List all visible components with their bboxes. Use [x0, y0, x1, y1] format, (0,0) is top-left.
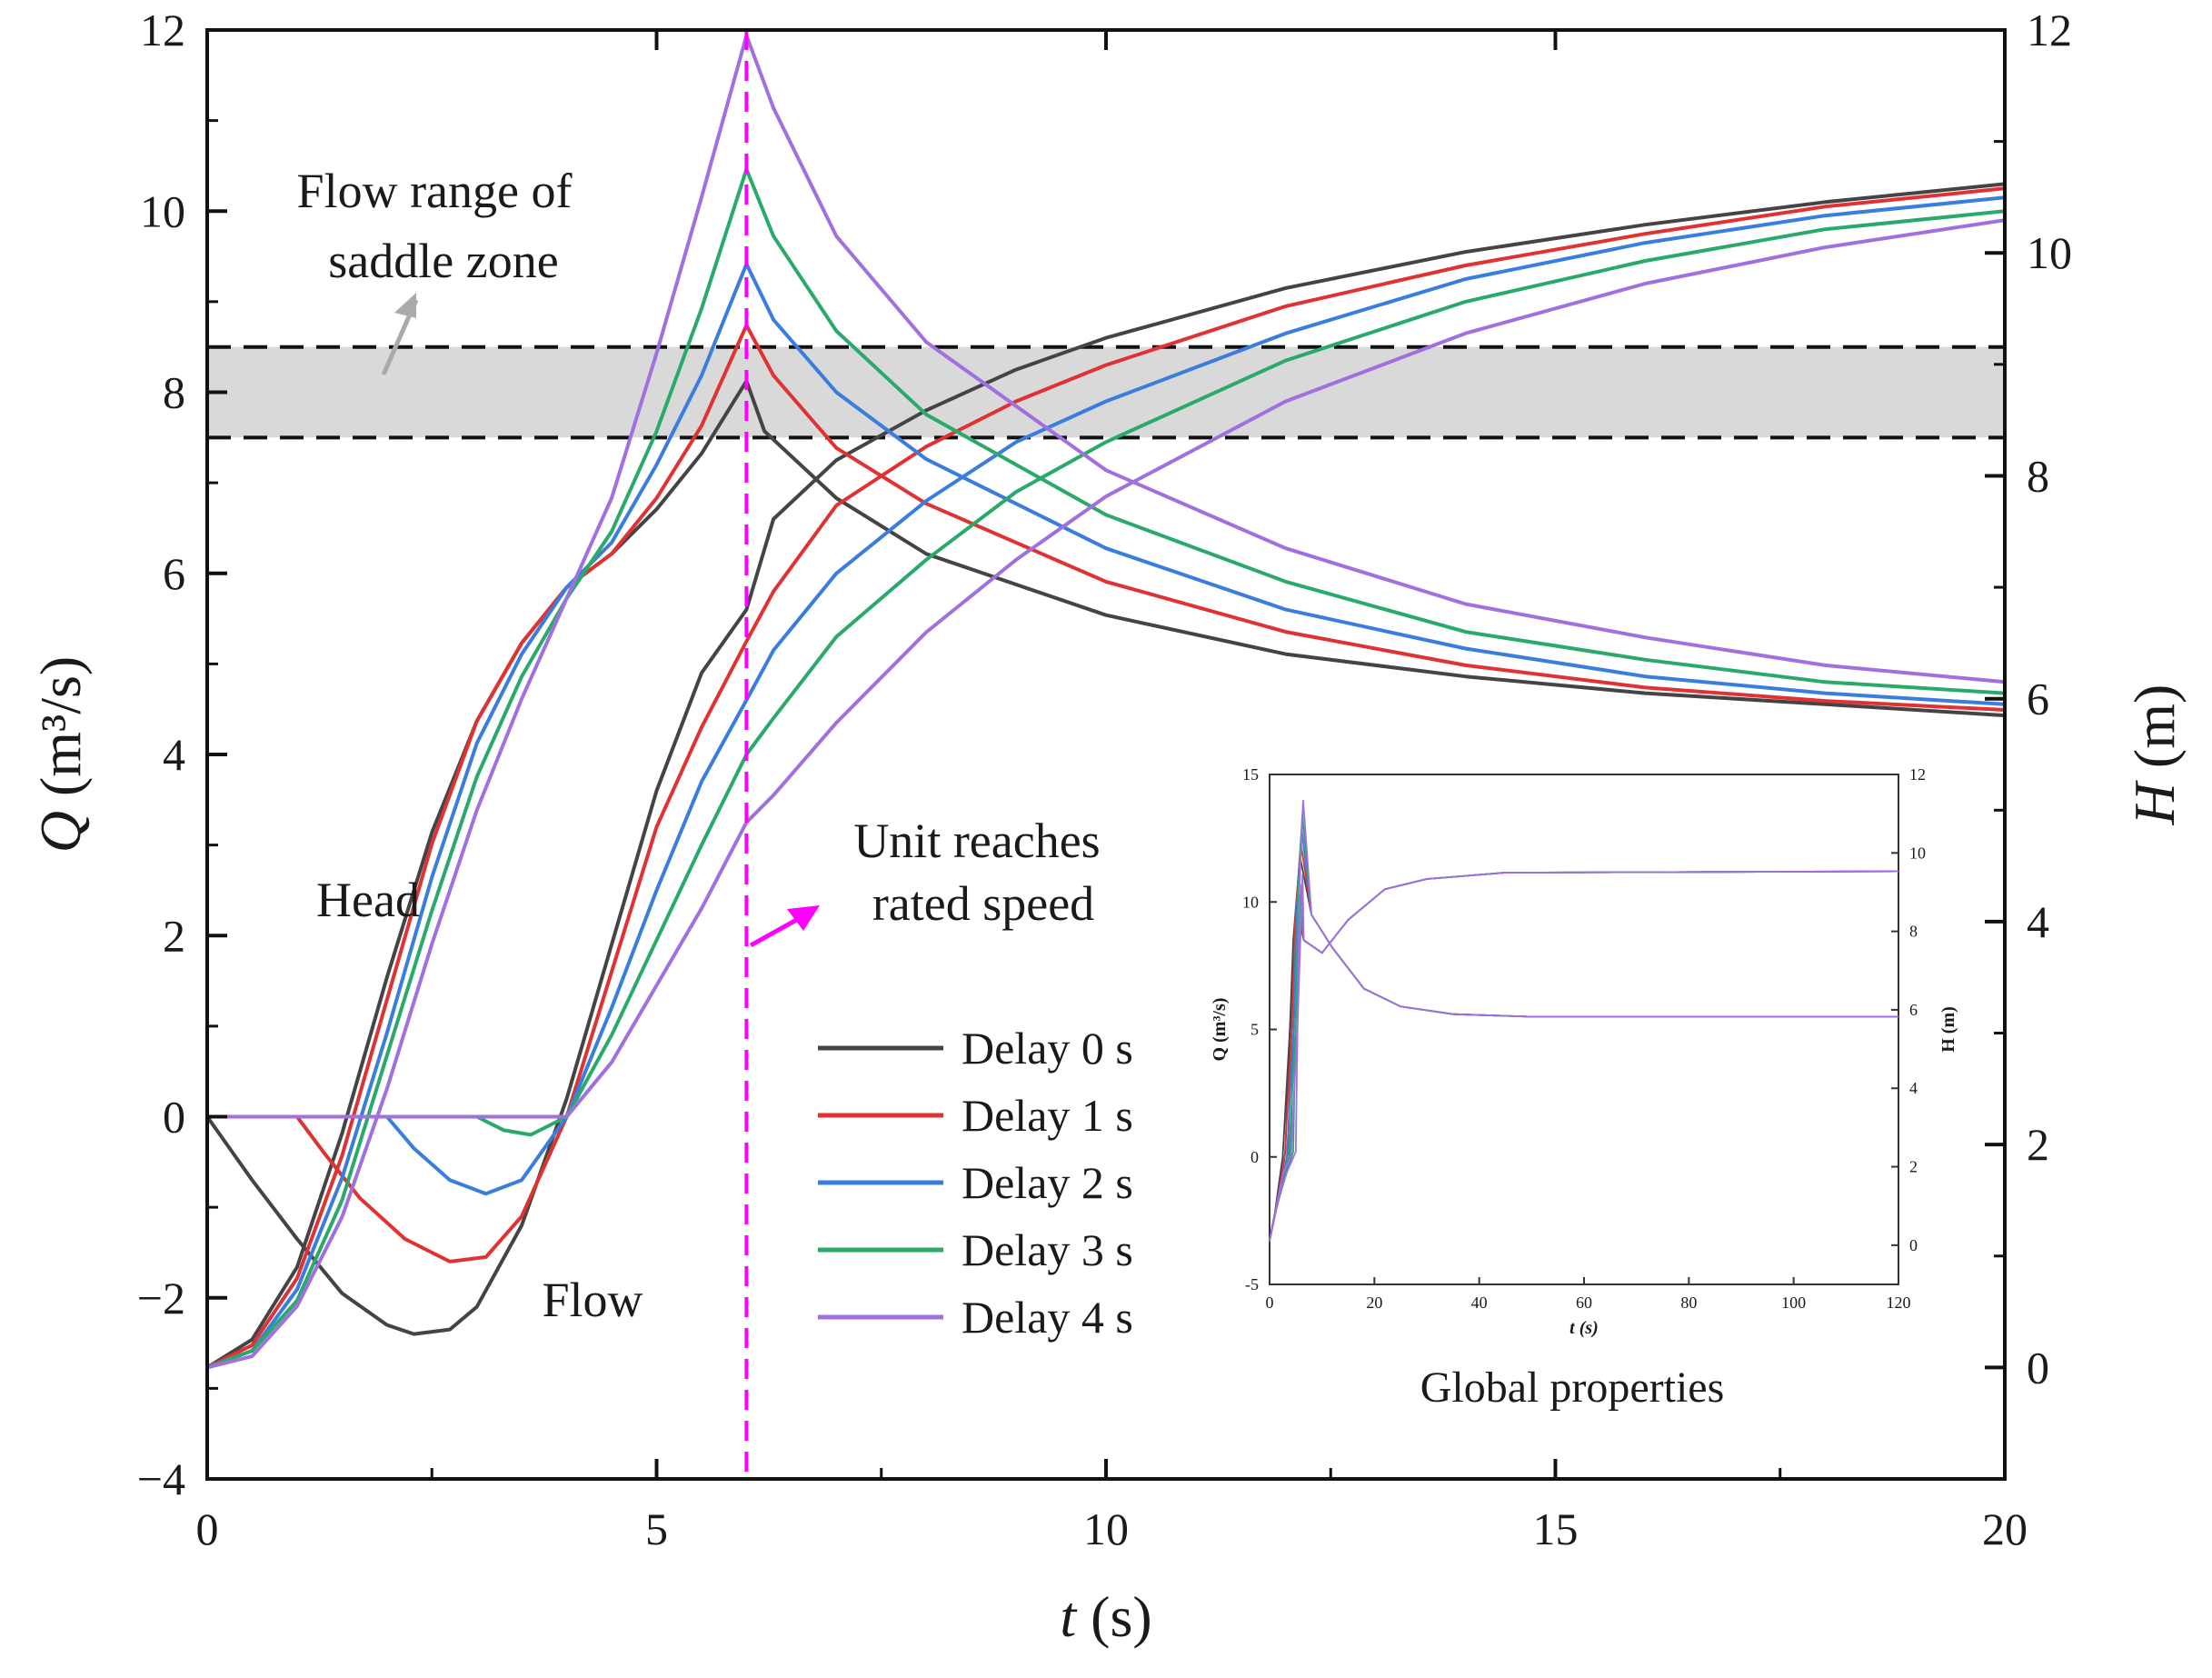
rated-speed-arrow-shaft — [749, 915, 802, 948]
x-tick-label-2: 10 — [1083, 1503, 1129, 1554]
legend-label-1: Delay 1 s — [962, 1090, 1133, 1141]
y-right-tick-label-1: 2 — [2027, 1119, 2049, 1170]
inset-x-tick-label-6: 120 — [1887, 1293, 1911, 1312]
inset-chart: 0 20 40 60 80 100 120 -5 0 5 10 15 0 2 4 6 8 10 12 t (s) Q (… — [1210, 765, 1958, 1412]
inset-y-right-tick-label-6: 12 — [1909, 765, 1926, 784]
inset-frame — [1269, 774, 1899, 1285]
saddle-zone-arrow-head — [394, 293, 416, 318]
y-left-tick-label-0: −4 — [137, 1453, 185, 1504]
inset-y-left-tick-label-3: 10 — [1242, 893, 1259, 911]
head-series-line-4 — [206, 34, 2006, 1370]
flow-curve-label: Flow — [542, 1273, 643, 1327]
inset-x-tick-label-3: 60 — [1576, 1293, 1592, 1312]
y-right-axis-title: H (m) — [2122, 684, 2187, 826]
inset-y-right-tick-label-0: 0 — [1909, 1236, 1918, 1254]
y-right-tick-label-4: 8 — [2027, 450, 2049, 501]
rated-speed-arrow-head — [787, 905, 820, 931]
y-right-tick-label-2: 4 — [2027, 896, 2049, 947]
flow-series-line-1 — [207, 186, 2006, 1263]
rated-speed-label-line1: Unit reaches — [853, 814, 1100, 868]
y-left-tick-label-8: 12 — [140, 5, 185, 55]
y-right-tick-label-6: 12 — [2027, 5, 2072, 55]
inset-x-tick-label-5: 100 — [1781, 1293, 1806, 1312]
saddle-zone-label-line2: saddle zone — [328, 234, 558, 288]
inset-y-left-tick-label-4: 15 — [1242, 765, 1259, 784]
saddle-zone-band — [207, 346, 2005, 438]
inset-x-tick-label-0: 0 — [1266, 1293, 1274, 1312]
head-series-line-0 — [205, 379, 2006, 1370]
inset-y-right-tick-label-2: 4 — [1909, 1079, 1918, 1097]
y-left-tick-label-4: 4 — [163, 729, 185, 780]
y-left-tick-label-2: 0 — [163, 1092, 185, 1143]
inset-x-tick-label-4: 80 — [1680, 1293, 1697, 1312]
inset-y-left-axis-title: Q (m³/s) — [1210, 998, 1230, 1062]
head-curve-label: Head — [316, 873, 420, 927]
legend-label-4: Delay 4 s — [962, 1292, 1133, 1343]
legend-label-0: Delay 0 s — [962, 1023, 1133, 1074]
flow-series-line-3 — [207, 209, 2006, 1137]
y-left-tick-label-5: 6 — [163, 548, 185, 599]
x-tick-label-0: 0 — [196, 1503, 219, 1554]
inset-y-left-tick-label-0: -5 — [1245, 1275, 1259, 1293]
head-series-line-1 — [206, 323, 2006, 1370]
inset-y-left-tick-label-2: 5 — [1250, 1021, 1259, 1039]
legend-label-3: Delay 3 s — [962, 1224, 1133, 1275]
inset-caption: Global properties — [1420, 1363, 1725, 1412]
rated-speed-label-line2: rated speed — [872, 876, 1094, 931]
y-left-tick-label-6: 8 — [163, 367, 185, 418]
flow-series-line-4 — [207, 218, 2006, 1119]
inset-y-right-axis-title: H (m) — [1938, 1006, 1958, 1053]
y-left-axis-title: Q (m³/s) — [28, 656, 93, 854]
inset-y-right-tick-label-5: 10 — [1909, 844, 1926, 862]
inset-flow-line-4 — [1269, 870, 1899, 1242]
inset-x-tick-label-2: 40 — [1471, 1293, 1488, 1312]
head-series-line-2 — [206, 262, 2006, 1370]
y-left-tick-label-7: 10 — [140, 185, 185, 236]
legend-label-2: Delay 2 s — [962, 1157, 1133, 1208]
y-left-tick-label-3: 2 — [163, 910, 185, 961]
y-right-tick-label-0: 0 — [2027, 1342, 2049, 1393]
head-series-line-3 — [206, 167, 2006, 1370]
inset-x-tick-label-1: 20 — [1366, 1293, 1382, 1312]
inset-y-left-tick-label-1: 0 — [1250, 1148, 1259, 1166]
saddle-zone-label-line1: Flow range of — [297, 164, 573, 218]
x-axis-title: t (s) — [1060, 1584, 1151, 1649]
inset-y-right-tick-label-1: 2 — [1909, 1158, 1918, 1176]
x-tick-label-1: 5 — [645, 1503, 668, 1554]
y-left-tick-label-1: −2 — [137, 1273, 185, 1323]
x-tick-label-3: 15 — [1533, 1503, 1579, 1554]
inset-y-right-tick-label-3: 6 — [1909, 1001, 1918, 1019]
y-right-tick-label-5: 10 — [2027, 227, 2072, 278]
inset-head-line-4 — [1269, 800, 1898, 1242]
flow-series-line-0 — [205, 182, 2006, 1336]
y-right-tick-label-3: 6 — [2027, 674, 2049, 724]
x-tick-label-4: 20 — [1982, 1503, 2028, 1554]
inset-y-right-tick-label-4: 8 — [1909, 923, 1918, 941]
inset-x-axis-title: t (s) — [1569, 1318, 1599, 1338]
flow-series-line-2 — [207, 195, 2006, 1196]
